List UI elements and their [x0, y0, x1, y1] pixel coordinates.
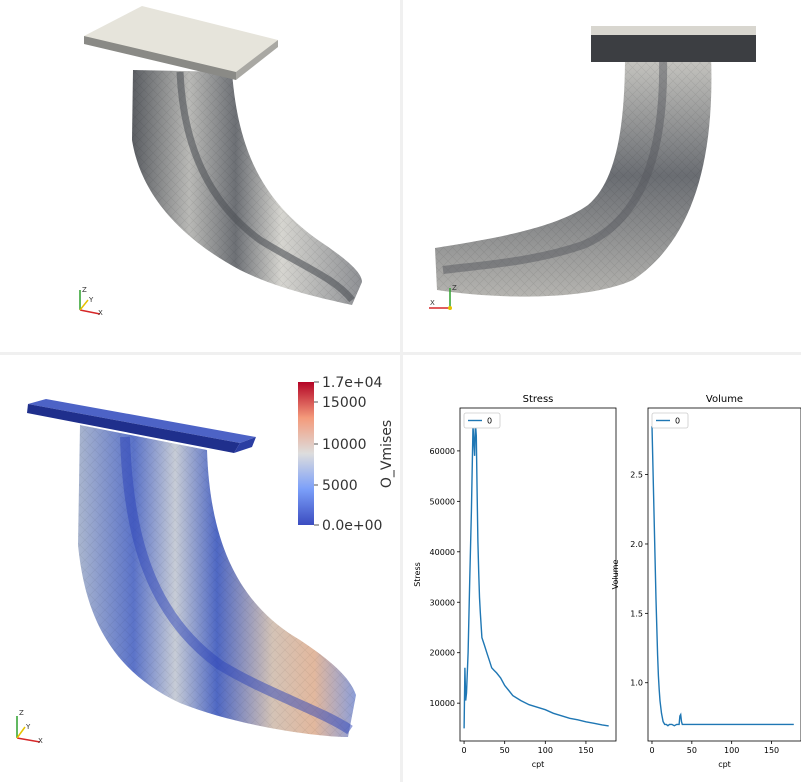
x-tick-label: 0: [462, 746, 467, 755]
x-tick-label: 150: [764, 746, 779, 755]
triad-z-label-side: Z: [452, 284, 457, 292]
colorbar-tick-5000: 5000: [322, 478, 358, 494]
charts-panel: Stress cpt Stress 0 50 100 150 10000 20000 30000 4…: [403, 355, 801, 782]
legend-label: 0: [487, 417, 492, 426]
chart-title: Volume: [706, 394, 743, 405]
x-tick-label: 50: [500, 746, 510, 755]
axes-triad: Z Y X: [79, 286, 103, 317]
mesh-view-perspective[interactable]: Z Y X: [0, 0, 400, 352]
top-plate-stress: [27, 399, 256, 453]
y-axis-label: Stress: [413, 562, 422, 587]
triad-x-label: X: [98, 309, 103, 317]
top-plate-side: [591, 26, 756, 62]
bent-beam-side: [435, 55, 712, 297]
legend: 0: [651, 412, 689, 429]
x-axis-label: cpt: [532, 760, 545, 769]
x-tick-label: 50: [687, 746, 697, 755]
axes-triad-side: Z X: [429, 284, 457, 310]
mesh-render-perspective: Z Y X: [79, 6, 362, 317]
y-tick-label: 30000: [430, 598, 455, 607]
mesh-render-stress: 1.7e+04 15000 10000 5000 0.0e+00 O_Vmise…: [16, 375, 395, 745]
y-tick-label: 2.5: [630, 471, 643, 480]
legend: 0: [463, 412, 501, 429]
colorbar-max-label: 1.7e+04: [322, 375, 383, 391]
x-tick-label: 0: [649, 746, 654, 755]
colorbar-title: O_Vmises: [379, 420, 395, 488]
colorbar-tick-15000: 15000: [322, 395, 367, 411]
mesh-view-side[interactable]: Z X: [403, 0, 801, 352]
y-tick-label: 1.5: [630, 609, 643, 618]
chart-volume: Volume cpt Volume 0 50 100 150 1.0 1.5 2.0 2.5 0: [611, 394, 801, 769]
triad-x-label-stress: X: [38, 737, 43, 745]
y-tick-label: 1.0: [630, 679, 643, 688]
chart-title: Stress: [523, 394, 554, 405]
plot-frame: [647, 407, 801, 742]
vertical-divider: [400, 0, 403, 782]
y-tick-label: 20000: [430, 649, 455, 658]
triad-y-label-stress: Y: [25, 723, 31, 731]
chart-stress: Stress cpt Stress 0 50 100 150 10000 20000 30000 4…: [413, 394, 617, 769]
legend-label: 0: [675, 417, 680, 426]
x-axis-label: cpt: [718, 760, 731, 769]
y-tick-label: 2.0: [630, 540, 643, 549]
horizontal-divider: [0, 352, 801, 355]
mesh-render-side: Z X: [429, 26, 756, 310]
x-tick-label: 150: [578, 746, 593, 755]
mesh-view-stress[interactable]: 1.7e+04 15000 10000 5000 0.0e+00 O_Vmise…: [0, 355, 400, 782]
triad-z-label: Z: [82, 286, 87, 294]
triad-y-label: Y: [88, 296, 94, 304]
series-line: [651, 425, 794, 727]
x-tick-label: 100: [538, 746, 553, 755]
colorbar: 1.7e+04 15000 10000 5000 0.0e+00 O_Vmise…: [298, 375, 395, 534]
axes-triad-stress: Z Y X: [16, 709, 43, 745]
stress-beam: [78, 425, 356, 737]
series-line: [463, 423, 609, 729]
y-tick-label: 60000: [430, 447, 455, 456]
y-tick-label: 50000: [430, 497, 455, 506]
triad-x-label-side: X: [430, 299, 435, 307]
colorbar-min-label: 0.0e+00: [322, 518, 382, 534]
bent-beam: [132, 70, 362, 305]
plot-frame: [459, 407, 617, 742]
top-plate: [84, 6, 278, 80]
y-tick-label: 10000: [430, 699, 455, 708]
y-axis-label: Volume: [611, 560, 620, 590]
y-tick-label: 40000: [430, 548, 455, 557]
colorbar-tick-10000: 10000: [322, 437, 367, 453]
x-tick-label: 100: [724, 746, 739, 755]
triad-z-label-stress: Z: [19, 709, 24, 717]
